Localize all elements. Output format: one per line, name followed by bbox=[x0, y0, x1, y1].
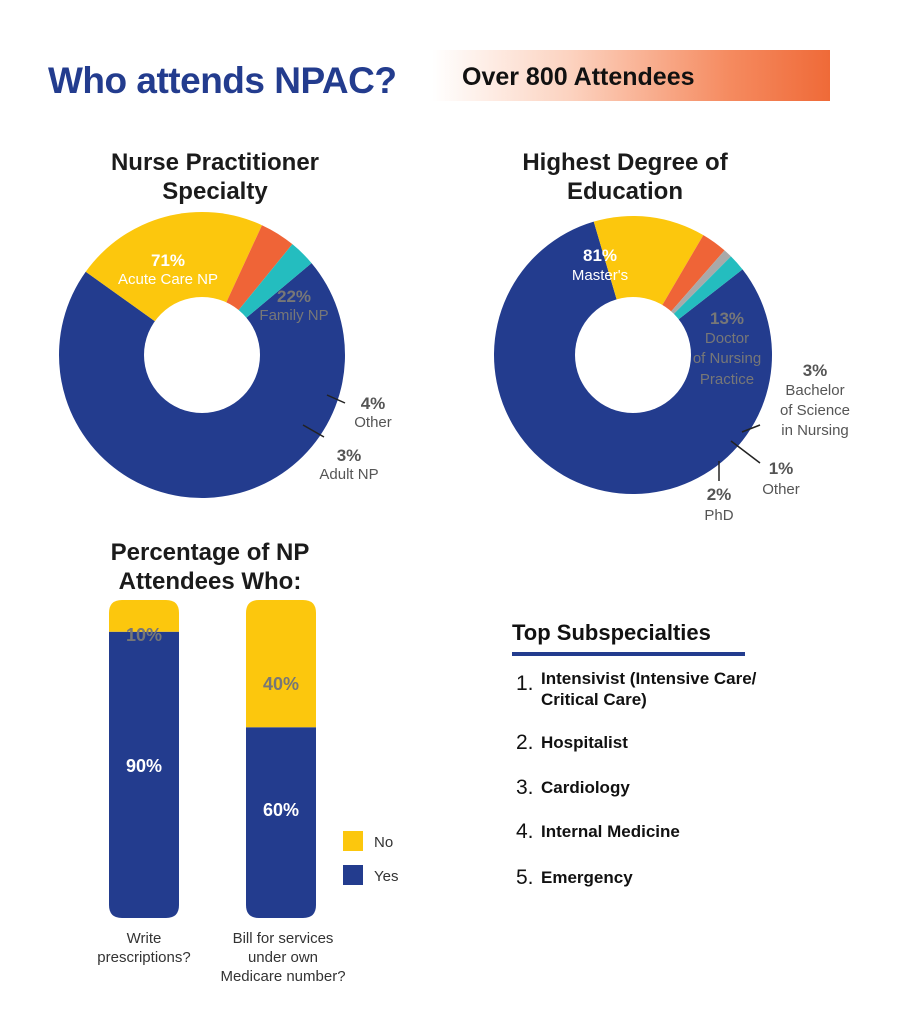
slice-label-value: 3% bbox=[803, 361, 828, 380]
subspecialties-underline bbox=[512, 652, 745, 656]
category-label: Bill for services bbox=[233, 930, 334, 947]
bar-chart-title: Percentage of NP Attendees Who: bbox=[110, 539, 310, 595]
slice-label-value: 13% bbox=[710, 309, 744, 328]
subspecialty-text: Intensivist (Intensive Care/Critical Car… bbox=[541, 669, 757, 709]
slice-label-name: Family NP bbox=[259, 307, 328, 324]
slice-label-name: PhD bbox=[704, 507, 733, 524]
slice-label-value: 2% bbox=[707, 485, 732, 504]
bar-segment-yes bbox=[109, 631, 179, 918]
slice-label-name: Adult NP bbox=[319, 466, 378, 483]
subspecialties-title: Top Subspecialties bbox=[512, 620, 711, 645]
slice-label-value: 71% bbox=[151, 251, 185, 270]
category-label: under own bbox=[248, 949, 318, 966]
attendees-banner bbox=[432, 50, 830, 101]
bar-label-no: 10% bbox=[126, 625, 162, 645]
education-chart-title: Highest Degree of Education bbox=[522, 149, 728, 205]
bar-label-no: 40% bbox=[263, 674, 299, 694]
slice-label-name: of Science bbox=[780, 402, 850, 419]
slice-label-value: 1% bbox=[769, 459, 794, 478]
slice-label-name: Master's bbox=[572, 267, 628, 284]
slice-label-name: Practice bbox=[700, 371, 754, 388]
subspecialty-number: 5. bbox=[516, 866, 534, 889]
slice-label-value: 22% bbox=[277, 287, 311, 306]
donut-hole bbox=[575, 297, 691, 413]
bsn-leader-line bbox=[741, 424, 761, 433]
subspecialty-text: Emergency bbox=[541, 868, 633, 887]
specialty-donut-chart bbox=[58, 212, 345, 498]
slice-label-value: 3% bbox=[337, 446, 362, 465]
bar-label-yes: 60% bbox=[263, 800, 299, 820]
slice-label-name: Doctor bbox=[705, 330, 749, 347]
category-label: Medicare number? bbox=[220, 968, 345, 985]
legend-label-yes: Yes bbox=[374, 868, 398, 885]
subspecialty-text: Internal Medicine bbox=[541, 822, 680, 841]
subspecialty-text: Cardiology bbox=[541, 778, 630, 797]
subspecialty-number: 4. bbox=[516, 820, 534, 843]
slice-label-name: Other bbox=[354, 414, 392, 431]
bar-label-yes: 90% bbox=[126, 756, 162, 776]
donut-hole bbox=[144, 297, 260, 413]
legend-label-no: No bbox=[374, 834, 393, 851]
stacked-bars bbox=[109, 600, 316, 918]
slice-label-value: 4% bbox=[361, 394, 386, 413]
slice-label-name: Bachelor bbox=[785, 382, 844, 399]
other-leader-line bbox=[326, 394, 346, 404]
category-label: Write bbox=[127, 930, 162, 947]
slice-label-value: 81% bbox=[583, 246, 617, 265]
category-label: prescriptions? bbox=[97, 949, 190, 966]
edu-other-leader-line bbox=[730, 440, 761, 464]
subspecialty-text: Hospitalist bbox=[541, 733, 628, 752]
attendees-banner-text: Over 800 Attendees bbox=[462, 63, 695, 91]
legend-swatch-no bbox=[343, 831, 363, 851]
slice-label-name: Other bbox=[762, 481, 800, 498]
donut-slice-doctor-of-nursing-practice bbox=[593, 216, 704, 355]
bar-segment-yes bbox=[246, 727, 316, 918]
education-donut-chart bbox=[493, 216, 773, 494]
subspecialty-number: 3. bbox=[516, 776, 534, 799]
adult-np-leader-line bbox=[302, 424, 325, 438]
bar-segment-no bbox=[246, 600, 316, 728]
slice-label-name: Acute Care NP bbox=[118, 271, 218, 288]
page-title: Who attends NPAC? bbox=[48, 60, 397, 101]
subspecialty-number: 2. bbox=[516, 731, 534, 754]
slice-label-name: of Nursing bbox=[693, 350, 761, 367]
bar-segment-no bbox=[109, 600, 179, 632]
slice-label-name: in Nursing bbox=[781, 422, 849, 439]
subspecialty-number: 1. bbox=[516, 672, 534, 695]
legend-swatch-yes bbox=[343, 865, 363, 885]
specialty-chart-title: Nurse Practitioner Specialty bbox=[110, 149, 320, 205]
